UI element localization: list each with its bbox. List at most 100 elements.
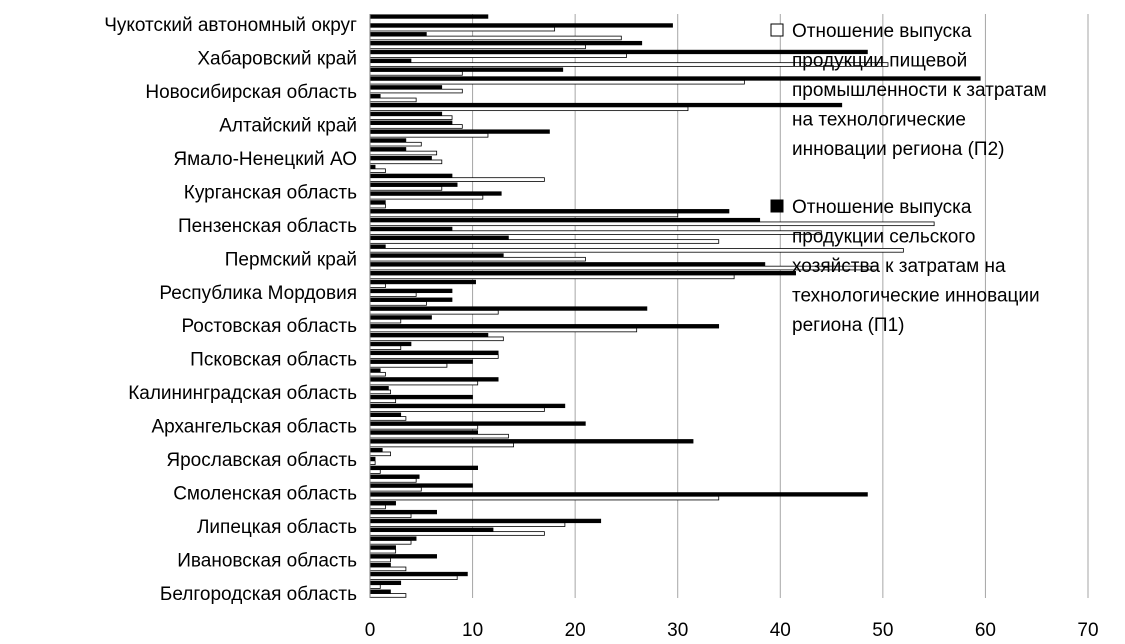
bar-p1: [369, 173, 453, 178]
bar-p1: [369, 182, 458, 187]
bar-p1: [369, 545, 396, 550]
bar-p2: [369, 221, 935, 227]
bar-p2: [369, 478, 417, 483]
bar-p2: [369, 486, 422, 492]
bar-p1: [369, 244, 386, 249]
bar-p2: [369, 460, 376, 465]
bar-p2: [369, 26, 556, 32]
bar-p1: [369, 580, 402, 586]
legend-swatch: [770, 23, 784, 37]
bar-p1: [369, 350, 499, 355]
legend-label: Отношение выпуска продукции пищевой промыш…: [792, 21, 1047, 160]
bar-p1: [369, 456, 376, 462]
bar-p1: [369, 403, 566, 409]
bar-p1: [369, 58, 412, 63]
bar-p2: [369, 336, 504, 342]
bar-p2: [369, 416, 407, 421]
bar-p2: [369, 230, 822, 235]
bar-p1: [369, 332, 489, 338]
bar-p2: [369, 44, 586, 50]
bar-p1: [369, 40, 643, 46]
bar-p2: [369, 451, 391, 457]
bar-p1: [369, 465, 478, 470]
bar-p2: [369, 310, 499, 315]
bar-p1: [369, 85, 443, 90]
bar-p2: [369, 504, 386, 510]
bar-p2: [369, 168, 386, 173]
bar-p1: [369, 262, 766, 267]
bar-p2: [369, 495, 720, 501]
category-label: Калининградская область: [128, 383, 357, 404]
x-tick-label: 70: [1077, 620, 1098, 641]
bar-p1: [369, 147, 407, 152]
bar-p2: [369, 433, 509, 439]
bar-p1: [369, 412, 402, 417]
bar-p2: [369, 575, 458, 580]
legend-label: Отношение выпуска продукции сельского хозя…: [792, 197, 1040, 336]
bar-p1: [369, 315, 432, 320]
bar-p1: [369, 536, 417, 541]
bar-p2: [369, 345, 402, 350]
category-label: Архангельская область: [151, 417, 357, 438]
bar-p1: [369, 474, 420, 479]
category-label: Хабаровский край: [197, 48, 357, 69]
bar-p2: [369, 177, 545, 182]
bar-p1: [369, 226, 453, 232]
bar-p1: [369, 527, 494, 532]
bar-p1: [369, 297, 453, 302]
bar-p2: [369, 513, 412, 519]
bar-p2: [369, 292, 417, 297]
bar-p2: [369, 124, 463, 129]
category-label: Новосибирская область: [145, 82, 357, 103]
bar-p1: [369, 501, 396, 506]
bar-p2: [369, 548, 397, 554]
bar-p1: [369, 32, 427, 37]
bar-p2: [369, 566, 407, 572]
x-tick-label: 60: [975, 620, 996, 641]
bar-p2: [369, 274, 735, 280]
bar-p2: [369, 35, 622, 41]
bar-p2: [369, 398, 397, 404]
category-label: Смоленская область: [173, 484, 357, 505]
bar-p2: [369, 186, 443, 191]
bar-p2: [369, 53, 627, 58]
bar-p2: [369, 79, 745, 85]
bar-p1: [369, 200, 386, 205]
x-tick-label: 20: [565, 620, 586, 641]
bar-p2: [369, 159, 443, 165]
bar-p2: [369, 150, 438, 156]
bar-p1: [369, 14, 489, 19]
bar-p2: [369, 283, 386, 288]
bar-p2: [369, 425, 479, 430]
bar-p1: [369, 554, 437, 559]
category-label: Республика Мордовия: [159, 283, 357, 304]
bar-p1: [369, 421, 586, 426]
bar-p2: [369, 531, 545, 536]
bar-p2: [369, 88, 463, 94]
bar-p2: [369, 106, 689, 112]
bar-p2: [369, 442, 515, 448]
bar-p2: [369, 380, 479, 386]
bar-p1: [369, 483, 473, 488]
bar-p1: [369, 155, 432, 161]
gridlines: [472, 14, 1089, 598]
bar-p1: [369, 235, 509, 240]
bar-p1: [369, 271, 796, 276]
legend-swatch: [770, 199, 784, 213]
bar-p2: [369, 557, 391, 563]
bar-p1: [369, 377, 499, 382]
bar-p1: [369, 306, 648, 311]
bar-p2: [369, 469, 381, 474]
bar-p2: [369, 239, 720, 244]
bar-p1: [369, 509, 437, 515]
bar-p1: [369, 368, 381, 373]
category-label: Ярославская область: [166, 450, 357, 471]
bar-p1: [369, 430, 478, 435]
bar-p1: [369, 138, 407, 143]
bar-p1: [369, 67, 564, 72]
bar-p1: [369, 492, 868, 497]
category-label: Псковская область: [190, 350, 357, 371]
bar-p2: [369, 327, 638, 333]
category-label: Ивановская область: [177, 551, 357, 572]
bar-p1: [369, 191, 502, 196]
